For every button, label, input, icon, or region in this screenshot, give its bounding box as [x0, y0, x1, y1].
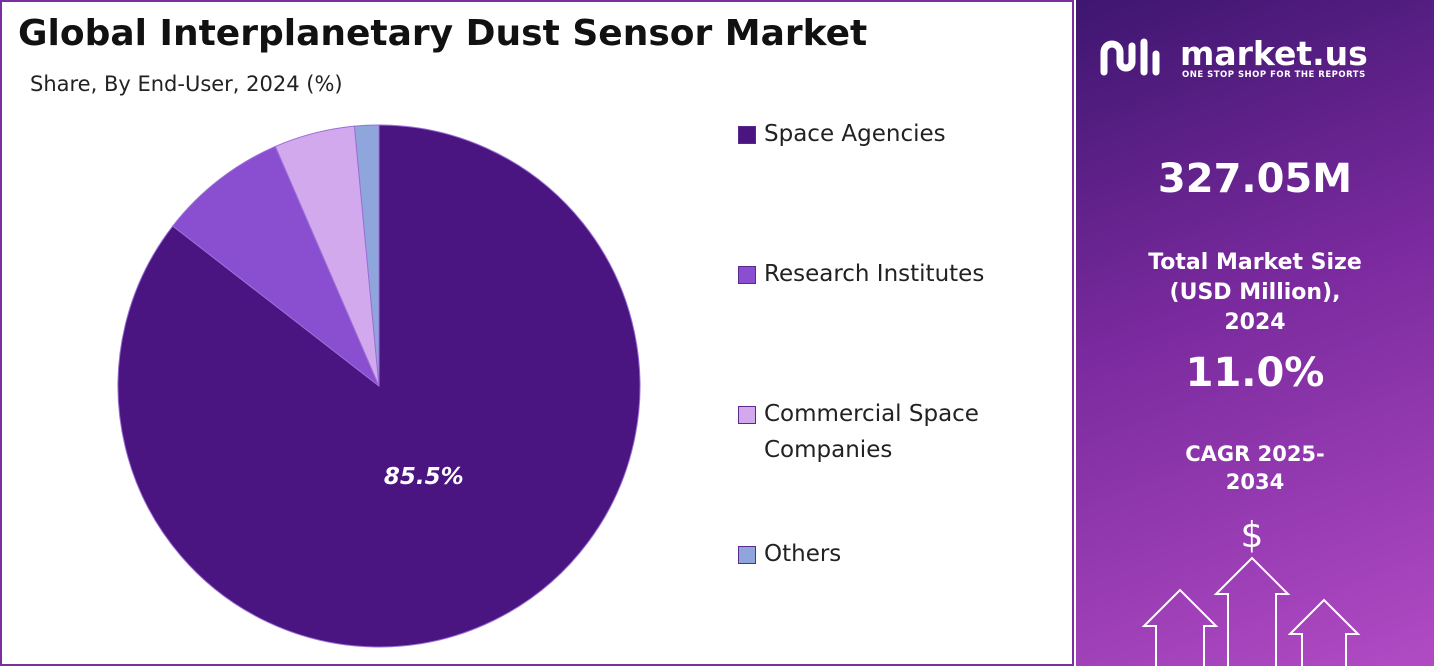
legend-label: Research Institutes: [764, 261, 985, 287]
data-label: 85.5%: [384, 464, 464, 490]
market-size-label: Total Market Size (USD Million), 2024: [1148, 250, 1362, 335]
legend-label: Others: [764, 541, 842, 567]
legend-label: Space Agencies: [764, 121, 946, 147]
legend-label: Commercial Space Companies: [764, 401, 979, 463]
legend-swatch: [738, 126, 756, 144]
chart-panel: Global Interplanetary Dust Sensor Market…: [0, 0, 1074, 666]
dollar-icon: $: [1240, 515, 1264, 556]
chart-title: Global Interplanetary Dust Sensor Market: [18, 13, 867, 54]
cagr-label: CAGR 2025-2034: [1185, 442, 1325, 494]
pie-slice: [353, 124, 380, 387]
arrows: [1141, 556, 1361, 666]
legend-item: Commercial Space Companies: [738, 396, 1038, 468]
cagr: 11.0%: [1185, 350, 1325, 396]
tagline: ONE STOP SHOP FOR THE REPORTS: [1182, 70, 1366, 80]
legend-item: Others: [738, 536, 1038, 572]
brand: market.us: [1180, 34, 1368, 73]
chart: Global Interplanetary Dust Sensor Market…: [18, 13, 867, 648]
logo-icon: [1100, 38, 1160, 76]
market-size: 327.05M: [1157, 156, 1353, 202]
legend-swatch: [738, 546, 756, 564]
legend-swatch: [738, 406, 756, 424]
legend-item: Research Institutes: [738, 256, 1038, 292]
info-panel: market.us ONE STOP SHOP FOR THE REPORTS …: [1076, 0, 1434, 666]
legend-item: Space Agencies: [738, 116, 1038, 152]
chart-subtitle: Share, By End-User, 2024 (%): [30, 72, 343, 96]
legend-swatch: [738, 266, 756, 284]
pie-slice: [117, 124, 641, 648]
pie-slice: [172, 145, 380, 387]
